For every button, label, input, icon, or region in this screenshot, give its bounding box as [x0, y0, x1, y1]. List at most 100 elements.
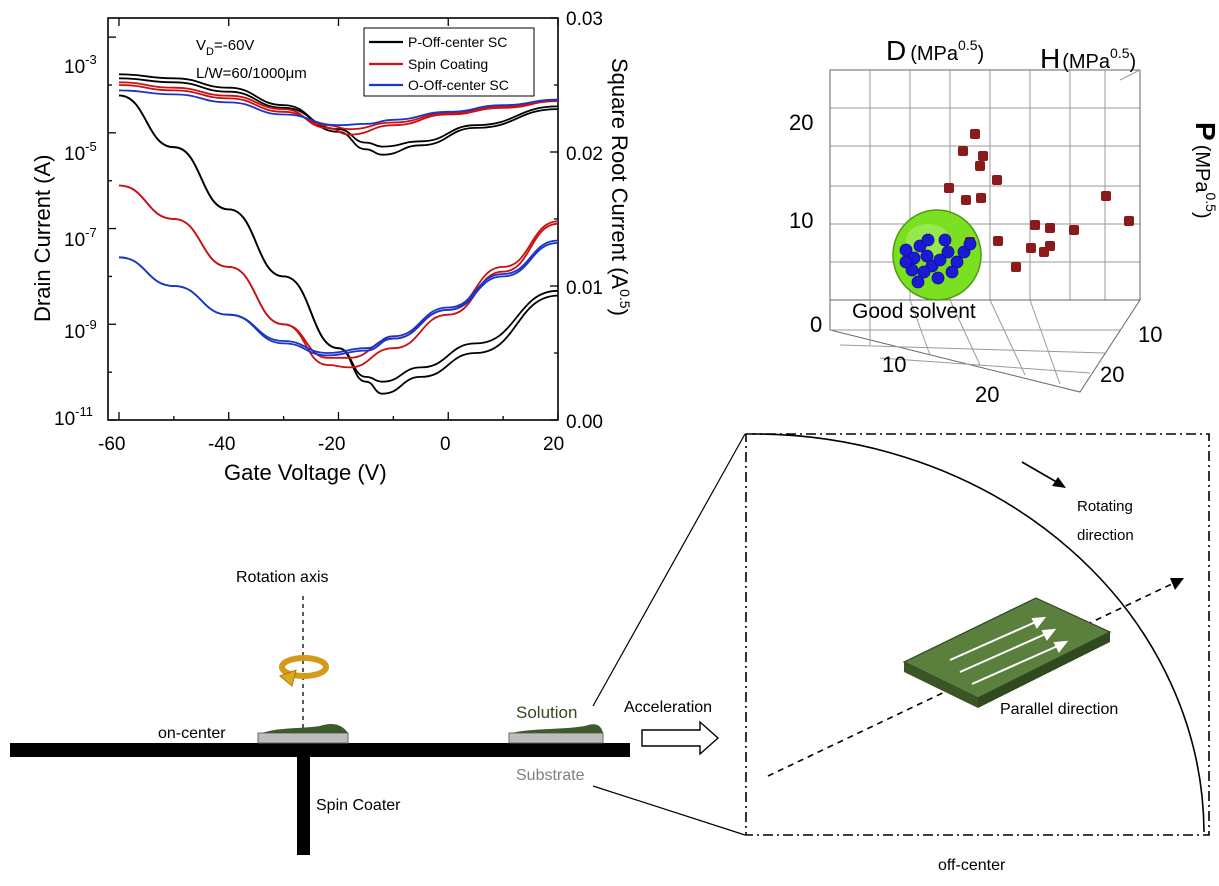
rotating-label-1: Rotating	[1077, 498, 1133, 515]
spin-shaft	[297, 757, 310, 855]
h-axis-title: H (MPa0.5)	[1040, 43, 1136, 74]
vd-annotation: VD=-60V	[196, 37, 254, 58]
h-tick-label: 10	[1138, 322, 1162, 347]
poor-solvent-point	[1045, 223, 1055, 233]
poor-solvent-point	[958, 146, 968, 156]
poor-solvent-point	[978, 151, 988, 161]
h-tick-label: 20	[1100, 362, 1124, 387]
y2-tick-label: 0.02	[566, 144, 603, 165]
series-line	[118, 242, 559, 357]
scatter-points	[899, 129, 1134, 289]
on-center-substrate	[257, 732, 349, 744]
rotation-arc	[751, 433, 1205, 833]
back-grid	[829, 69, 1141, 393]
good-solvent-point	[931, 271, 945, 285]
hansen-3d-plot: 20 10 0 10 20 10 20 Good solvent D (MPa0.…	[789, 35, 1219, 407]
series-line	[118, 239, 559, 354]
d-tick-label: 20	[975, 382, 999, 407]
legend-label-p: P-Off-center SC	[408, 34, 507, 50]
x-axis-label: Gate Voltage (V)	[224, 460, 387, 485]
x-tick-label: 0	[440, 434, 451, 455]
p-tick-label: 10	[789, 208, 813, 233]
poor-solvent-point	[1101, 191, 1111, 201]
ticks-layer	[108, 17, 559, 421]
p-tick-label: 20	[789, 110, 813, 135]
y-tick-label: 10-11	[54, 404, 93, 430]
good-solvent-point	[933, 253, 947, 267]
x-tick-labels: -60 -40 -20 0 20	[98, 434, 564, 455]
poor-solvent-point	[1030, 220, 1040, 230]
legend: P-Off-center SC Spin Coating O-Off-cente…	[363, 27, 535, 97]
poor-solvent-point	[976, 193, 986, 203]
off-center-substrate	[508, 732, 604, 744]
poor-solvent-point	[992, 175, 1002, 185]
acceleration-label: Acceleration	[624, 699, 712, 716]
x-tick-label: 20	[543, 434, 564, 455]
spin-coater-label: Spin Coater	[316, 797, 401, 814]
zoom-line-top	[592, 433, 746, 707]
poor-solvent-point	[993, 236, 1003, 246]
poor-solvent-point	[1011, 262, 1021, 272]
d-axis-title: D (MPa0.5)	[886, 35, 984, 66]
legend-label-o: O-Off-center SC	[408, 77, 509, 93]
poor-solvent-point	[975, 161, 985, 171]
on-center-solution	[262, 724, 348, 733]
poor-solvent-point	[970, 129, 980, 139]
rotation-arrow-icon	[279, 655, 329, 687]
y-tick-labels: 10-3 10-5 10-7 10-9 10-11	[54, 52, 97, 430]
solution-label: Solution	[516, 703, 577, 722]
good-solvent-point	[963, 237, 977, 251]
p-tick-label: 0	[810, 312, 822, 337]
acceleration-arrow-icon	[641, 720, 720, 756]
off-center-solution	[512, 724, 603, 733]
d-tick-label: 10	[882, 352, 906, 377]
y-axis-label: Drain Current (A)	[30, 155, 55, 322]
poor-solvent-point	[1045, 241, 1055, 251]
y2-tick-label: 0.01	[566, 278, 603, 299]
zoom-line-bottom	[592, 785, 746, 836]
good-solvent-point	[945, 265, 959, 279]
p-axis-title: P(MPa0.5)	[1190, 122, 1219, 219]
good-solvent-point	[941, 245, 955, 259]
y-tick-label: 10-5	[64, 139, 97, 165]
rotating-label-2: direction	[1077, 527, 1134, 544]
spin-coater-schematic: Rotation axis on-center Solution Acceler…	[10, 433, 1210, 874]
y2-tick-label: 0.03	[566, 9, 603, 30]
y-tick-label: 10-7	[64, 225, 97, 251]
rotating-direction-arrow-icon	[1021, 461, 1061, 485]
lw-annotation: L/W=60/1000μm	[196, 65, 307, 82]
series-line	[118, 77, 559, 148]
good-solvent-point	[950, 255, 964, 269]
poor-solvent-point	[944, 183, 954, 193]
y2-tick-label: 0.00	[566, 412, 603, 433]
good-solvent-point	[921, 233, 935, 247]
poor-solvent-point	[1124, 216, 1134, 226]
good-solvent-point	[899, 255, 913, 269]
good-solvent-point	[911, 275, 925, 289]
radial-arrowhead-icon	[1170, 578, 1184, 590]
x-tick-label: -20	[318, 434, 345, 455]
series-line	[118, 89, 559, 127]
series-line	[118, 94, 559, 383]
zoom-box	[745, 433, 1210, 836]
good-solvent-label: Good solvent	[852, 300, 976, 323]
rotating-arrowhead-icon	[1052, 477, 1066, 488]
substrate-label: Substrate	[516, 767, 585, 784]
x-tick-label: -60	[98, 434, 125, 455]
series-line	[118, 81, 559, 136]
y-tick-label: 10-3	[64, 52, 97, 78]
poor-solvent-point	[1026, 243, 1036, 253]
flow-arrows-icon	[949, 616, 1069, 685]
y2-axis-label: Square Root Current (A0.5)	[607, 58, 633, 316]
series-line	[118, 84, 559, 131]
y2-tick-labels: 0.03 0.02 0.01 0.00	[566, 9, 603, 433]
poor-solvent-point	[1069, 225, 1079, 235]
on-center-label: on-center	[158, 725, 226, 742]
curves-layer	[118, 73, 559, 395]
series-line	[118, 73, 559, 156]
off-center-label: off-center	[938, 857, 1006, 874]
good-solvent-point	[938, 233, 952, 247]
zoom-substrate	[902, 597, 1112, 708]
spin-platter	[10, 743, 630, 757]
